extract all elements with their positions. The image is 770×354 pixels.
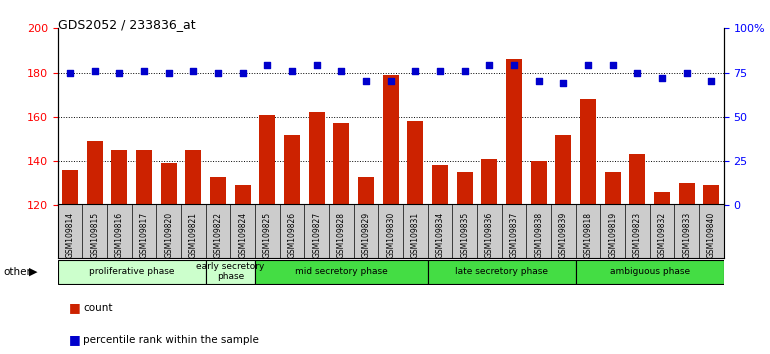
Point [508, 63, 521, 68]
Text: GSM109824: GSM109824 [238, 212, 247, 258]
Text: GSM109832: GSM109832 [658, 212, 667, 258]
Point [236, 70, 249, 75]
Point [310, 63, 323, 68]
Bar [210, 177, 226, 205]
Point [64, 70, 76, 75]
Text: GSM109815: GSM109815 [90, 212, 99, 258]
Bar [235, 185, 251, 205]
Bar [555, 135, 571, 205]
Text: GSM109822: GSM109822 [213, 212, 223, 258]
Bar [576, 260, 724, 284]
Text: ■: ■ [69, 333, 81, 346]
Text: count: count [83, 303, 112, 313]
Text: GSM109835: GSM109835 [460, 212, 469, 258]
Point [89, 68, 101, 74]
Text: mid secretory phase: mid secretory phase [295, 267, 388, 276]
Bar [654, 192, 670, 205]
Text: GSM109827: GSM109827 [313, 212, 321, 258]
Point [582, 63, 594, 68]
Bar [383, 75, 399, 205]
Bar [136, 150, 152, 205]
Text: GSM109830: GSM109830 [387, 212, 395, 258]
Point [459, 68, 471, 74]
Point [631, 70, 644, 75]
Point [360, 79, 372, 84]
Text: GSM109820: GSM109820 [164, 212, 173, 258]
Text: late secretory phase: late secretory phase [455, 267, 548, 276]
Text: GSM109819: GSM109819 [608, 212, 618, 258]
Point [162, 70, 175, 75]
Text: GSM109821: GSM109821 [189, 212, 198, 258]
Point [212, 70, 224, 75]
Text: GSM109834: GSM109834 [436, 212, 444, 258]
Bar [255, 260, 428, 284]
Bar [87, 141, 102, 205]
Bar [58, 260, 206, 284]
Point [557, 80, 570, 86]
Point [484, 63, 496, 68]
Text: GSM109831: GSM109831 [411, 212, 420, 258]
Text: GSM109823: GSM109823 [633, 212, 642, 258]
Point [384, 79, 397, 84]
Text: GSM109836: GSM109836 [485, 212, 494, 258]
Point [410, 68, 422, 74]
Point [138, 68, 150, 74]
Bar [206, 260, 255, 284]
Bar [604, 172, 621, 205]
Text: GSM109829: GSM109829 [362, 212, 370, 258]
Point [656, 75, 668, 81]
Text: early secretory
phase: early secretory phase [196, 262, 265, 281]
Bar [704, 185, 719, 205]
Bar [161, 163, 177, 205]
Bar [62, 170, 78, 205]
Text: GSM109814: GSM109814 [65, 212, 75, 258]
Bar [432, 165, 448, 205]
Text: GSM109816: GSM109816 [115, 212, 124, 258]
Bar [186, 150, 202, 205]
Point [607, 63, 619, 68]
Bar [309, 112, 325, 205]
Text: proliferative phase: proliferative phase [89, 267, 175, 276]
Bar [428, 260, 576, 284]
Text: GSM109840: GSM109840 [707, 212, 716, 258]
Text: GSM109837: GSM109837 [510, 212, 519, 258]
Bar [358, 177, 374, 205]
Point [434, 68, 447, 74]
Text: GSM109838: GSM109838 [534, 212, 544, 258]
Bar [506, 59, 522, 205]
Bar [407, 121, 424, 205]
Point [187, 68, 199, 74]
Text: percentile rank within the sample: percentile rank within the sample [83, 335, 259, 345]
Bar [629, 154, 645, 205]
Text: GSM109818: GSM109818 [584, 212, 593, 258]
Text: GSM109817: GSM109817 [139, 212, 149, 258]
Text: ambiguous phase: ambiguous phase [610, 267, 690, 276]
Bar [679, 183, 695, 205]
Point [286, 68, 298, 74]
Point [681, 70, 693, 75]
Bar [333, 124, 350, 205]
Bar [112, 150, 128, 205]
Bar [284, 135, 300, 205]
Point [113, 70, 126, 75]
Bar [457, 172, 473, 205]
Bar [481, 159, 497, 205]
Text: GDS2052 / 233836_at: GDS2052 / 233836_at [58, 18, 196, 31]
Text: GSM109826: GSM109826 [288, 212, 296, 258]
Bar [580, 99, 596, 205]
Text: ■: ■ [69, 302, 81, 314]
Point [533, 79, 545, 84]
Text: GSM109825: GSM109825 [263, 212, 272, 258]
Point [335, 68, 347, 74]
Text: GSM109833: GSM109833 [682, 212, 691, 258]
Text: other: other [3, 267, 31, 277]
Bar [531, 161, 547, 205]
Point [261, 63, 273, 68]
Bar [259, 115, 276, 205]
Point [705, 79, 718, 84]
Text: GSM109828: GSM109828 [337, 212, 346, 258]
Text: GSM109839: GSM109839 [559, 212, 568, 258]
Text: ▶: ▶ [29, 267, 38, 277]
